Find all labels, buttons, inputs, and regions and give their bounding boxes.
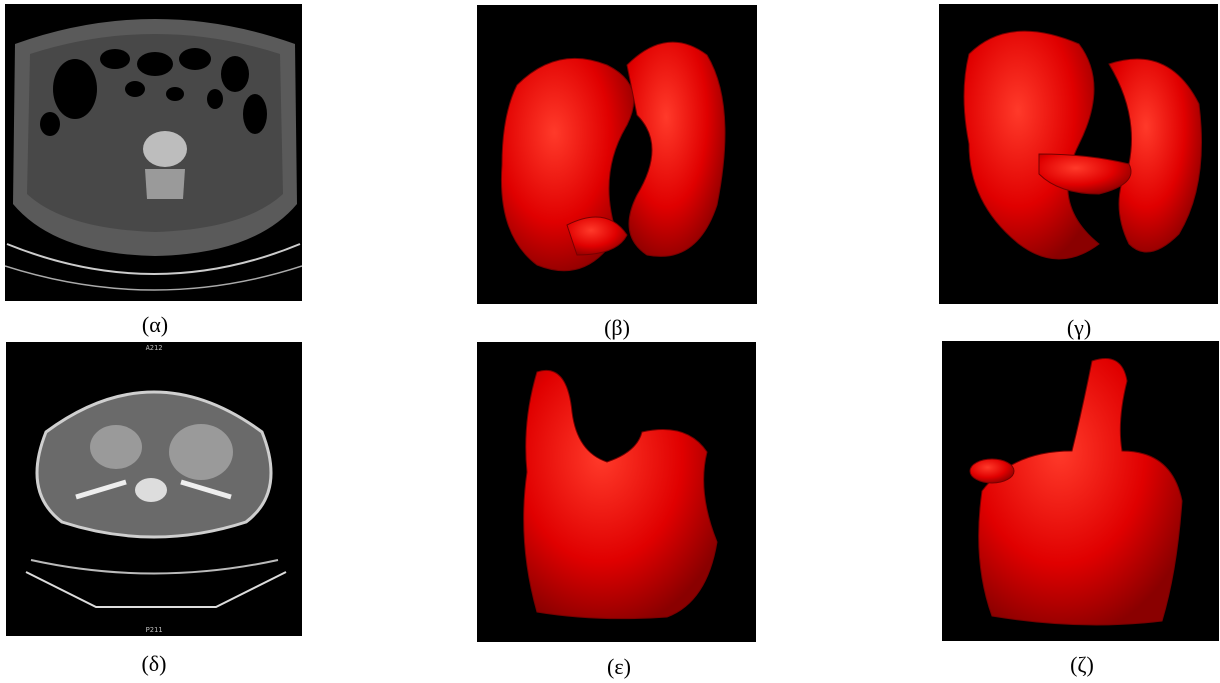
overlay-text: P211 — [146, 626, 163, 634]
overlay-text: A212 — [146, 344, 163, 352]
caption: (β) — [557, 316, 677, 340]
caption: (α) — [95, 313, 215, 337]
caption: (ζ) — [1022, 653, 1142, 677]
render-image — [477, 5, 757, 304]
render-image — [939, 4, 1218, 304]
caption: (δ) — [94, 652, 214, 676]
render-image — [477, 342, 756, 642]
render-image — [942, 341, 1219, 641]
caption: (γ) — [1019, 316, 1139, 340]
caption: (ε) — [559, 655, 679, 679]
figure-page: (α) (β) (γ) A212 P211 (δ) (ε) (ζ) (() =>… — [0, 0, 1220, 683]
ct-image: A212 P211 — [6, 342, 302, 636]
ct-image — [5, 4, 302, 301]
